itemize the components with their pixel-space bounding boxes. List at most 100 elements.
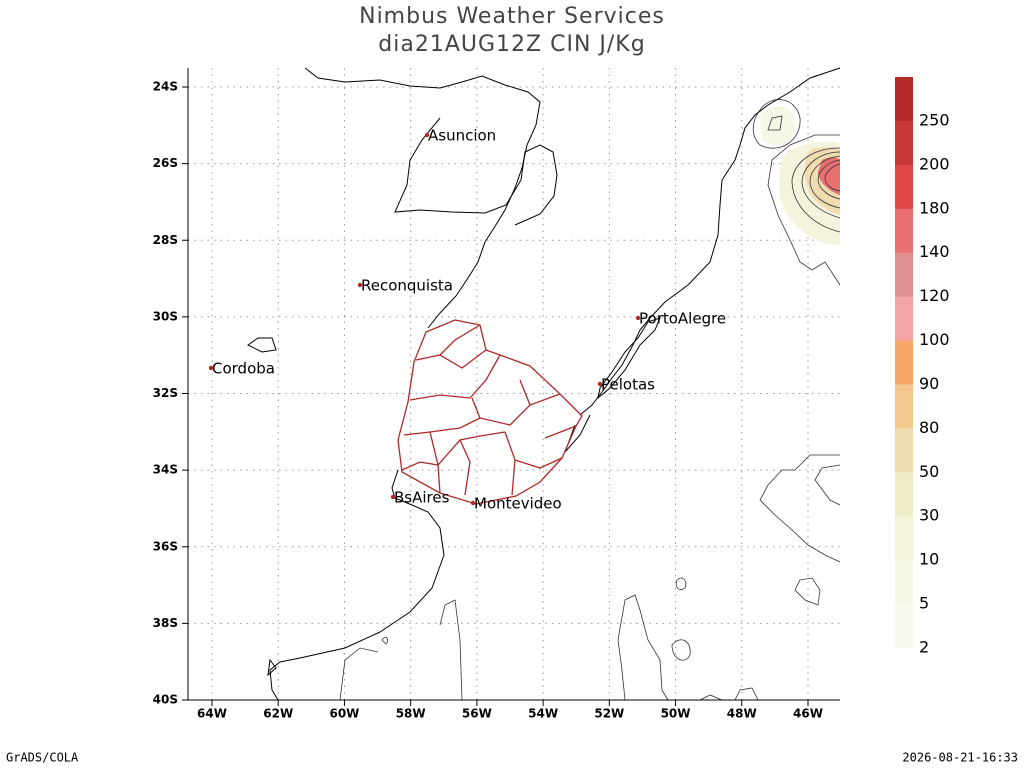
color-swatch bbox=[895, 428, 913, 473]
contour bbox=[814, 464, 841, 506]
border bbox=[401, 324, 577, 496]
coast bbox=[579, 67, 841, 416]
color-swatch bbox=[895, 296, 913, 342]
color-swatch bbox=[895, 384, 913, 429]
lagoon bbox=[597, 317, 661, 400]
colorbar: 250 200 180 140 120 100 90 80 50 30 10 5 2 bbox=[895, 77, 950, 657]
contour bbox=[734, 687, 759, 701]
cities: Asuncion Reconquista PortoAlegre Cordoba Pel… bbox=[208, 127, 726, 513]
color-swatch bbox=[895, 604, 913, 649]
color-swatch bbox=[895, 516, 913, 561]
city-marker bbox=[635, 315, 641, 321]
city-marker bbox=[390, 494, 396, 500]
coast bbox=[267, 658, 277, 677]
contour bbox=[339, 647, 379, 701]
contour bbox=[699, 694, 723, 701]
lon-label: 60W bbox=[329, 707, 359, 721]
contour bbox=[671, 639, 691, 661]
color-swatch bbox=[895, 77, 913, 122]
axes: 24S 26S 28S 30S 32S 34S 36S 38S 40S 64W 62W 60W 58W 5… bbox=[153, 68, 840, 721]
lat-label: 40S bbox=[153, 693, 178, 707]
cin-shading bbox=[760, 106, 840, 245]
subtitle: dia21AUG12Z CIN J/Kg bbox=[378, 32, 645, 57]
lon-label: 58W bbox=[396, 707, 426, 721]
contour bbox=[794, 577, 821, 606]
colorbar-label: 10 bbox=[919, 550, 939, 569]
city-label: Reconquista bbox=[361, 277, 453, 295]
color-swatch bbox=[895, 208, 913, 254]
contour bbox=[759, 454, 841, 563]
footer-left: GrADS/COLA bbox=[6, 751, 79, 765]
colorbar-label: 140 bbox=[919, 242, 950, 261]
shade bbox=[818, 157, 840, 195]
colorbar-label: 30 bbox=[919, 506, 939, 525]
contour bbox=[801, 151, 841, 219]
lat-label: 28S bbox=[153, 233, 178, 247]
contour bbox=[824, 163, 841, 192]
shade bbox=[760, 106, 795, 145]
color-swatch bbox=[895, 472, 913, 517]
city-marker bbox=[470, 500, 476, 506]
contour bbox=[791, 147, 841, 233]
grid bbox=[188, 68, 840, 701]
city-label: PortoAlegre bbox=[639, 310, 726, 328]
city-marker bbox=[424, 132, 430, 138]
lon-label: 56W bbox=[462, 707, 492, 721]
contour bbox=[752, 99, 801, 149]
lon-label: 62W bbox=[263, 707, 293, 721]
colorbar-label: 50 bbox=[919, 462, 939, 481]
contour bbox=[809, 155, 841, 209]
uruguay-borders bbox=[397, 319, 583, 505]
lat-label: 26S bbox=[153, 156, 178, 170]
colorbar-label: 120 bbox=[919, 286, 950, 305]
contour bbox=[767, 134, 841, 286]
lat-label: 36S bbox=[153, 539, 178, 553]
city-label: BsAires bbox=[394, 489, 450, 507]
contour bbox=[767, 115, 783, 131]
color-swatch bbox=[895, 340, 913, 385]
contour bbox=[439, 599, 463, 701]
lat-label: 30S bbox=[153, 309, 178, 323]
lake bbox=[247, 337, 277, 353]
city-label: Cordoba bbox=[212, 360, 275, 378]
city-label: Asuncion bbox=[428, 127, 496, 145]
contour bbox=[675, 577, 687, 590]
color-swatch bbox=[895, 120, 913, 166]
river bbox=[304, 67, 541, 329]
color-swatch bbox=[895, 560, 913, 605]
contour bbox=[381, 637, 389, 645]
city-label: Pelotas bbox=[601, 376, 655, 394]
lat-label: 24S bbox=[153, 80, 178, 94]
city-marker bbox=[597, 381, 603, 387]
footer-right: 2026-08-21-16:33 bbox=[902, 751, 1018, 765]
lat-label: 32S bbox=[153, 386, 178, 400]
contours bbox=[339, 99, 841, 701]
title: Nimbus Weather Services bbox=[359, 4, 665, 29]
coastlines bbox=[247, 67, 841, 701]
lon-label: 48W bbox=[727, 707, 757, 721]
lon-label: 52W bbox=[594, 707, 624, 721]
city-marker bbox=[208, 365, 214, 371]
contour bbox=[617, 594, 669, 701]
lon-label: 64W bbox=[197, 707, 227, 721]
colorbar-label: 180 bbox=[919, 198, 950, 217]
colorbar-label: 100 bbox=[919, 330, 950, 349]
color-swatch bbox=[895, 164, 913, 210]
colorbar-label: 2 bbox=[919, 638, 929, 657]
contour bbox=[817, 159, 841, 200]
border bbox=[397, 319, 583, 505]
lon-label: 50W bbox=[661, 707, 691, 721]
city-marker bbox=[357, 282, 363, 288]
lat-label: 38S bbox=[153, 616, 178, 630]
lon-label: 46W bbox=[793, 707, 823, 721]
colorbar-label: 200 bbox=[919, 154, 950, 173]
colorbar-label: 80 bbox=[919, 418, 939, 437]
river bbox=[394, 117, 558, 226]
colorbar-label: 5 bbox=[919, 594, 929, 613]
colorbar-label: 250 bbox=[919, 110, 950, 129]
lon-label: 54W bbox=[528, 707, 558, 721]
coast bbox=[564, 414, 591, 453]
color-swatch bbox=[895, 252, 913, 298]
colorbar-label: 90 bbox=[919, 374, 939, 393]
